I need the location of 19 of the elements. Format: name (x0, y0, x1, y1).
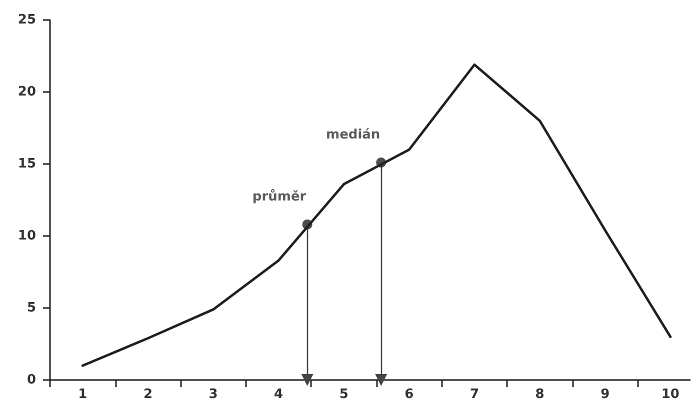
line-series (81, 63, 672, 367)
x-tick-label: 1 (78, 387, 88, 402)
y-tick-label: 0 (26, 372, 36, 388)
x-tick-label: 6 (404, 387, 414, 402)
annotation: medián (326, 128, 380, 143)
x-tick-label: 4 (274, 387, 284, 402)
y-tick-label: 15 (18, 156, 36, 172)
y-tick-label: 25 (18, 12, 36, 28)
x-tick-label: 5 (339, 387, 348, 402)
x-tick-label: 3 (208, 387, 218, 402)
x-tick-label: 7 (470, 387, 480, 402)
y-tick-label: 5 (26, 300, 36, 316)
y-tick-label: 10 (18, 228, 36, 244)
y-tick-label: 20 (18, 84, 36, 100)
x-tick-label: 2 (143, 387, 152, 402)
x-tick-label: 9 (600, 387, 610, 402)
x-tick-label: 8 (535, 387, 544, 402)
x-tick-label: 10 (661, 387, 680, 402)
annotation: průměr (252, 188, 307, 204)
